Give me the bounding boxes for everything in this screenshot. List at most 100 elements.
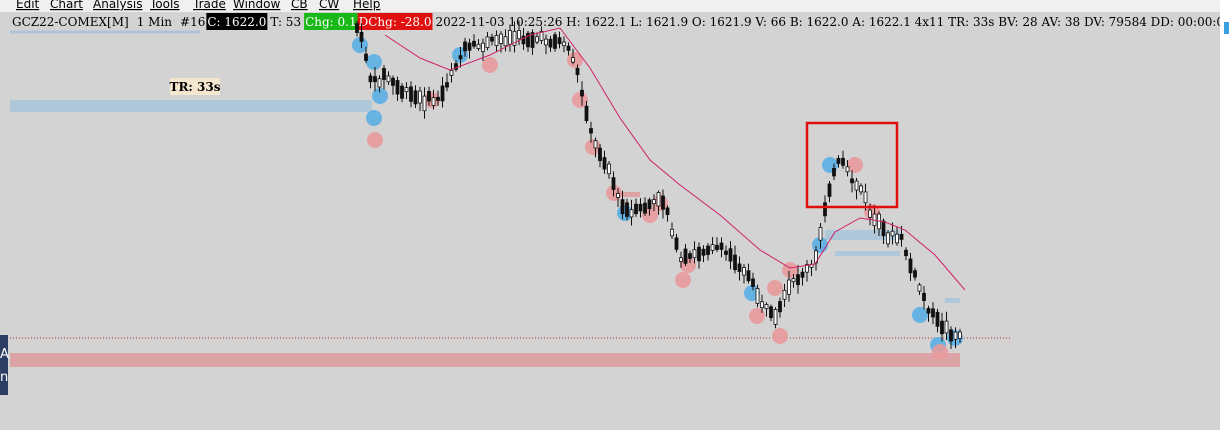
candle-body (697, 246, 701, 262)
candle-body (373, 76, 377, 83)
status-badge (304, 13, 358, 30)
candle-body (683, 248, 688, 264)
menu-item[interactable]: Edit (16, 0, 40, 11)
candle-body (553, 34, 557, 49)
candle-body (364, 53, 368, 61)
status-details: 2022-11-03 10:25:26 H: 1622.1 L: 1621.9 … (435, 15, 1231, 29)
candle-body (508, 30, 512, 45)
candle-body (656, 192, 661, 207)
candle-body (575, 67, 580, 76)
candle-body (454, 63, 458, 70)
candle-body (562, 41, 566, 47)
candle-body (377, 78, 382, 88)
status-symbol: GCZ22-COMEX[M] (12, 15, 129, 29)
candle-body (940, 320, 944, 335)
candle-body (503, 36, 508, 47)
menu-item[interactable]: Help (353, 0, 380, 11)
candle-body (791, 278, 796, 283)
tr-label: TR: 33s (170, 80, 221, 94)
menu-item[interactable]: Chart (50, 0, 83, 11)
candle-body (890, 230, 895, 237)
candle-body (566, 45, 571, 51)
candle-body (827, 183, 832, 197)
menu-item[interactable]: CW (319, 0, 339, 11)
signal-dot (572, 92, 588, 108)
candle-body (427, 90, 431, 102)
candle-body (589, 128, 593, 134)
candle-body (850, 178, 854, 184)
candle-body (490, 36, 494, 42)
candle-body (953, 331, 958, 340)
candle-body (859, 185, 863, 193)
candle-body (926, 308, 931, 314)
candles (355, 20, 962, 350)
candle-body (805, 264, 809, 273)
candle-body (620, 199, 625, 215)
candle-body (724, 250, 728, 255)
candle-body (584, 105, 589, 121)
signal-dot (366, 110, 382, 126)
candle-body (607, 163, 611, 175)
candle-body (818, 226, 823, 241)
menu-item[interactable]: Analysis (93, 0, 142, 11)
scroll-marker[interactable] (1224, 22, 1229, 34)
red-zone (612, 192, 640, 197)
candle-body (386, 75, 391, 83)
candle-body (782, 289, 787, 300)
status-line: GCZ22-COMEX[M] 1 Min #16 C: 1622.0 T: 53 Chg:… (12, 13, 1231, 30)
menu-item[interactable]: Trade (192, 0, 226, 11)
candle-body (368, 75, 373, 83)
candle-body (746, 270, 751, 282)
candle-body (701, 248, 706, 256)
candle-body (355, 23, 359, 33)
candle-body (832, 168, 836, 177)
status-number: #16 (180, 15, 205, 29)
candle-body (359, 31, 364, 42)
candle-body (773, 308, 778, 325)
candle-body (769, 306, 773, 319)
signal-dot (372, 88, 388, 104)
candle-body (935, 311, 940, 327)
candle-body (737, 263, 742, 272)
candle-body (674, 237, 679, 250)
candle-body (742, 267, 746, 276)
menu-item[interactable]: Window (233, 0, 281, 11)
status-badge (357, 13, 433, 30)
candle-body (499, 33, 503, 44)
candle-body (841, 157, 845, 166)
status-close: C: 1622.0 (207, 15, 266, 29)
signal-dot (749, 308, 765, 324)
candle-body (895, 233, 899, 244)
candle-body (436, 96, 440, 101)
candle-body (643, 202, 647, 214)
candle-body (625, 202, 629, 217)
status-ticks: T: 53 (270, 15, 301, 29)
right-scale (1220, 0, 1231, 430)
blue-zone (945, 298, 960, 303)
candle-body (854, 180, 859, 191)
candle-body (710, 244, 715, 251)
menu-item[interactable]: Tools (149, 0, 180, 11)
candle-body (530, 32, 535, 48)
candle-body (863, 191, 868, 204)
candle-body (602, 157, 607, 170)
candle-body (949, 329, 953, 342)
blue-zone (825, 230, 900, 240)
menu-bar (0, 0, 1231, 12)
moving-average (384, 27, 966, 291)
candle-body (440, 85, 445, 102)
candle-body (661, 195, 665, 210)
candle-body (535, 36, 539, 43)
candle-body (598, 147, 602, 161)
signal-dot (932, 344, 948, 360)
candle-body (544, 38, 548, 46)
candle-body (557, 37, 562, 45)
candle-body (485, 36, 490, 49)
candle-body (400, 85, 404, 99)
candle-body (760, 301, 764, 309)
blue-zone (10, 100, 372, 112)
menu-item[interactable]: CB (291, 0, 308, 11)
side-panel (0, 335, 8, 395)
candle-body (638, 203, 643, 212)
candle-body (652, 199, 656, 205)
